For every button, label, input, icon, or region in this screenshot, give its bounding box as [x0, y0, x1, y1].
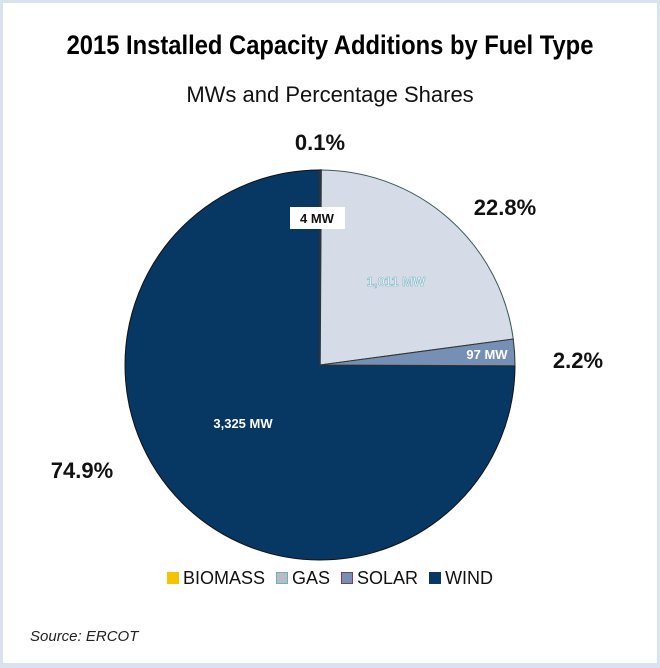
pie-slice-gas [319, 169, 514, 366]
legend-item-biomass: BIOMASS [166, 568, 265, 588]
percent-label-biomass: 0.1% [295, 130, 345, 155]
legend: BIOMASS GAS SOLAR WIND [0, 568, 660, 589]
legend-swatch-biomass [166, 572, 179, 584]
legend-item-wind: WIND [429, 568, 493, 588]
chart-title: 2015 Installed Capacity Additions by Fue… [66, 30, 594, 60]
value-label-wind: 3,325 MW [213, 416, 273, 431]
legend-swatch-wind [429, 572, 442, 584]
legend-label-solar: SOLAR [357, 568, 419, 588]
chart-subtitle: MWs and Percentage Shares [186, 82, 474, 107]
percent-label-solar: 2.2% [553, 348, 603, 373]
pie-slice-wind [124, 169, 516, 561]
source-note: Source: ERCOT [30, 628, 139, 645]
value-label-solar: 97 MW [466, 347, 508, 362]
pie-slice-solar [319, 338, 516, 367]
value-label-biomass: 4 MW [300, 211, 335, 226]
legend-item-gas: GAS [275, 568, 330, 588]
value-label-gas: 1,011 MW [367, 274, 426, 289]
legend-swatch-solar [341, 572, 354, 584]
legend-item-solar: SOLAR [341, 568, 418, 588]
legend-label-wind: WIND [445, 568, 494, 588]
value-label-box-biomass [290, 207, 345, 229]
percent-label-gas: 22.8% [474, 195, 536, 220]
legend-swatch-gas [275, 572, 288, 584]
percent-label-wind: 74.9% [51, 458, 113, 483]
legend-label-gas: GAS [291, 568, 330, 588]
legend-label-biomass: BIOMASS [182, 568, 265, 588]
